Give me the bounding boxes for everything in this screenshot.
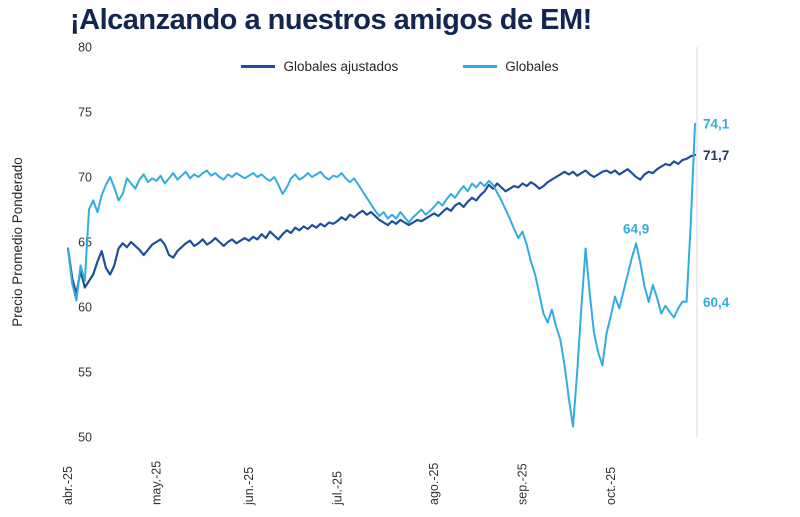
y-tick-80: 80 <box>78 41 92 55</box>
y-tick-50: 50 <box>78 431 92 445</box>
x-tick-jul25: jul.-25 <box>330 471 344 506</box>
y-tick-65: 65 <box>78 236 92 250</box>
legend-label-globales: Globales <box>505 59 559 74</box>
legend-line-globales-swatch <box>463 65 498 68</box>
x-tick-abr25: abr.-25 <box>61 466 75 505</box>
x-tick-may25: may.-25 <box>149 461 163 505</box>
x-tick-jun25: jun.-25 <box>242 467 256 506</box>
annotation-71-7: 71,7 <box>703 148 729 163</box>
series-line-globales <box>67 122 696 428</box>
x-tick-oct25: oct.-25 <box>604 467 618 505</box>
x-tick-ago25: ago.-25 <box>427 463 441 505</box>
chart-title: ¡Alcanzando a nuestros amigos de EM! <box>70 4 592 36</box>
y-tick-75: 75 <box>78 106 92 120</box>
annotation-64-9: 64,9 <box>623 221 649 236</box>
legend-item-globales[interactable]: Globales <box>463 59 559 74</box>
series-line-globales-ajustados <box>66 153 697 296</box>
y-tick-60: 60 <box>78 301 92 315</box>
annotation-74-1: 74,1 <box>703 117 730 132</box>
annotation-60-4: 60,4 <box>703 295 730 310</box>
legend-label-globales-ajustados: Globales ajustados <box>283 59 399 74</box>
legend-item-globales-ajustados[interactable]: Globales ajustados <box>241 59 398 74</box>
y-tick-55: 55 <box>78 366 92 380</box>
chart-legend: Globales ajustados Globales <box>0 59 800 74</box>
legend-line-globales-ajustados-swatch <box>241 65 276 68</box>
x-tick-sep25: sep.-25 <box>515 463 529 505</box>
y-tick-70: 70 <box>78 171 92 185</box>
y-axis-title: Precio Promedio Ponderado <box>10 157 25 327</box>
